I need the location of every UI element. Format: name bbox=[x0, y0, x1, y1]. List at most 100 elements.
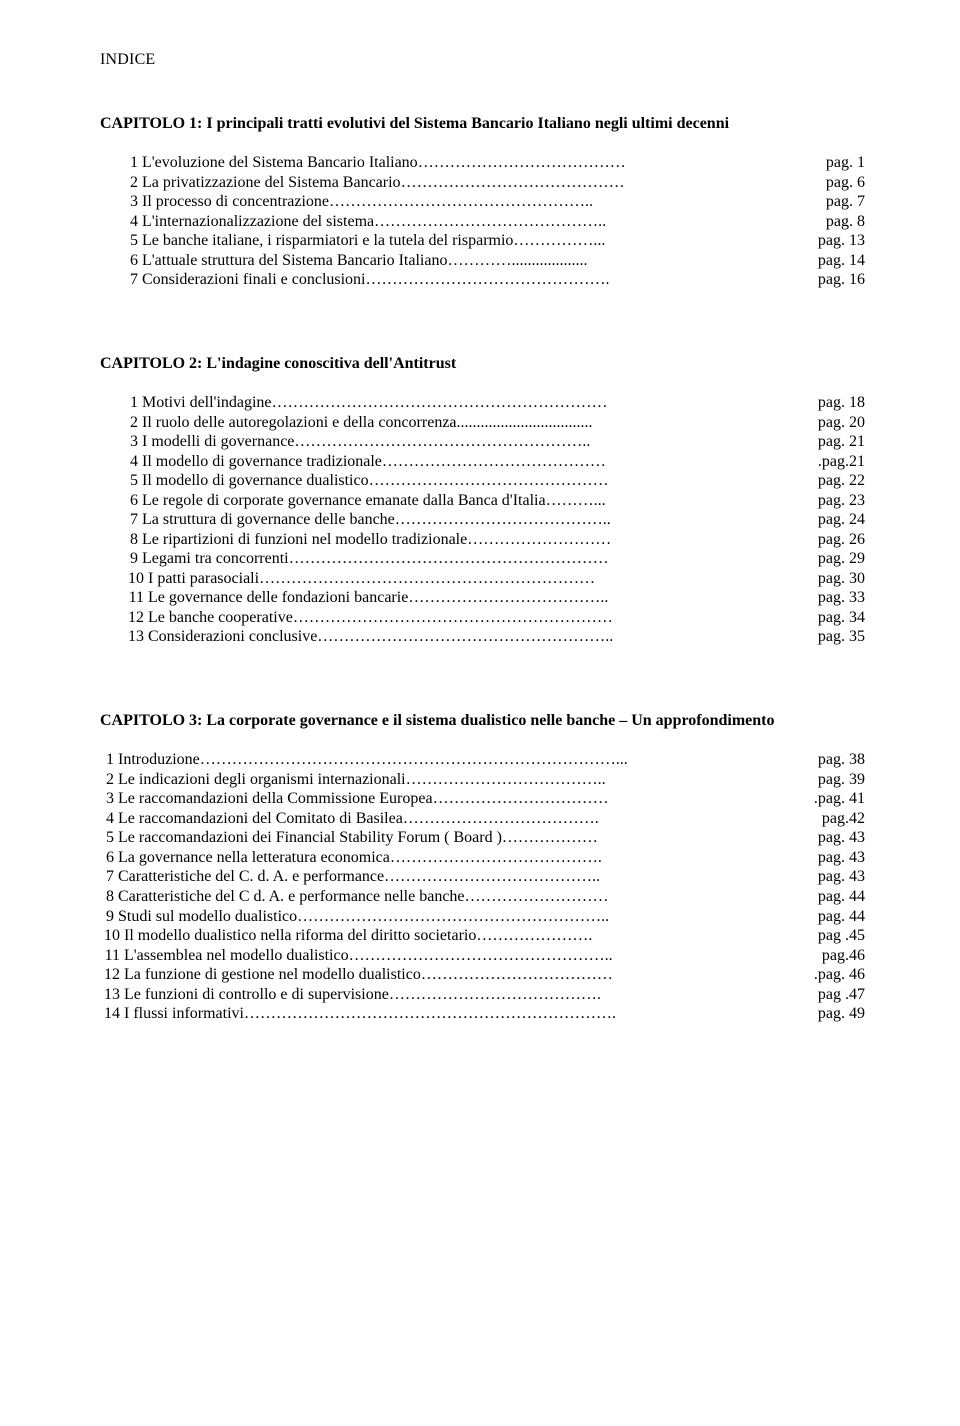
toc-item-page: pag. 39 bbox=[818, 770, 865, 790]
toc-leader: ……………… bbox=[502, 828, 818, 848]
toc-item-page: pag. 34 bbox=[818, 608, 865, 628]
toc-item-number: 7 bbox=[120, 510, 138, 530]
toc-item-number: 6 bbox=[100, 848, 114, 868]
toc-item: 11 L'assemblea nel modello dualistico ……… bbox=[100, 946, 865, 966]
toc-item: 1 Introduzione …………………………………………………………………… bbox=[100, 750, 865, 770]
toc-leader: …………………………………………………… bbox=[293, 608, 818, 628]
toc-item-number: 3 bbox=[120, 192, 138, 212]
toc-leader: …………………………………………………… bbox=[289, 549, 818, 569]
toc-item: 9 Legami tra concorrenti ………………………………………… bbox=[100, 549, 865, 569]
toc-leader: ………... bbox=[546, 491, 818, 511]
toc-item-page: pag. 43 bbox=[818, 828, 865, 848]
toc-item: 7 Caratteristiche del C. d. A. e perform… bbox=[100, 867, 865, 887]
toc-item-text: Caratteristiche del C. d. A. e performan… bbox=[118, 867, 384, 887]
toc-item-page: pag. 44 bbox=[818, 887, 865, 907]
toc-item: 3 Le raccomandazioni della Commissione E… bbox=[100, 789, 865, 809]
toc-item-text: Le banche cooperative bbox=[148, 608, 293, 628]
toc-leader: ………………………………………….. bbox=[329, 192, 826, 212]
toc-item-text: Studi sul modello dualistico bbox=[118, 907, 297, 927]
toc-item-text: Le regole di corporate governance emanat… bbox=[142, 491, 546, 511]
toc-item: 7 La struttura di governance delle banch… bbox=[100, 510, 865, 530]
toc-item: 4 Le raccomandazioni del Comitato di Bas… bbox=[100, 809, 865, 829]
toc-item-text: Le raccomandazioni della Commissione Eur… bbox=[118, 789, 433, 809]
toc-item-text: I patti parasociali bbox=[148, 569, 259, 589]
toc-item: 13 Considerazioni conclusive ……………………………… bbox=[100, 627, 865, 647]
toc-item-number: 14 bbox=[100, 1004, 120, 1024]
toc-leader: …………................... bbox=[447, 251, 817, 271]
toc-item-page: pag .47 bbox=[818, 985, 865, 1005]
toc-item-page: pag. 43 bbox=[818, 848, 865, 868]
toc-item-number: 11 bbox=[100, 946, 120, 966]
toc-item-page: pag. 14 bbox=[818, 251, 865, 271]
toc-leader: ……………………………….. bbox=[406, 770, 818, 790]
toc-item-page: pag. 26 bbox=[818, 530, 865, 550]
toc-item-page: .pag. 41 bbox=[814, 789, 865, 809]
toc-item-number: 13 bbox=[100, 985, 120, 1005]
toc-item-text: Motivi dell'indagine bbox=[142, 393, 272, 413]
toc-item-text: Il ruolo delle autoregolazioni e della c… bbox=[142, 413, 457, 433]
toc-item-page: pag.42 bbox=[822, 809, 865, 829]
toc-item: 3 I modelli di governance ……………………………………… bbox=[100, 432, 865, 452]
toc-item: 14 I flussi informativi …………………………………………… bbox=[100, 1004, 865, 1024]
toc-item-page: pag. 44 bbox=[818, 907, 865, 927]
toc-item-number: 2 bbox=[100, 770, 114, 790]
toc-item-number: 2 bbox=[120, 413, 138, 433]
toc-item-text: Caratteristiche del C d. A. e performanc… bbox=[118, 887, 465, 907]
toc-item-number: 9 bbox=[100, 907, 114, 927]
toc-item-number: 11 bbox=[120, 588, 144, 608]
toc-leader: ……………………………… bbox=[421, 965, 814, 985]
toc-item-number: 4 bbox=[120, 212, 138, 232]
toc-leader: ……………………………………………….. bbox=[317, 627, 818, 647]
toc-leader: ……………………………….. bbox=[408, 588, 818, 608]
toc-item-text: L'internazionalizzazione del sistema bbox=[142, 212, 374, 232]
toc-item-text: Le raccomandazioni del Comitato di Basil… bbox=[118, 809, 403, 829]
toc-item: 3 Il processo di concentrazione ……………………… bbox=[100, 192, 865, 212]
toc-item: 4 L'internazionalizzazione del sistema …… bbox=[100, 212, 865, 232]
toc-item-page: pag. 29 bbox=[818, 549, 865, 569]
toc-item-text: Le indicazioni degli organismi internazi… bbox=[118, 770, 406, 790]
toc-item-page: pag .45 bbox=[818, 926, 865, 946]
page-title: INDICE bbox=[100, 50, 865, 70]
toc-item-number: 7 bbox=[120, 270, 138, 290]
toc-leader: ……………... bbox=[513, 231, 817, 251]
toc-item-page: pag. 24 bbox=[818, 510, 865, 530]
toc-item: 12 Le banche cooperative ………………………………………… bbox=[100, 608, 865, 628]
toc-item-text: Le governance delle fondazioni bancarie bbox=[148, 588, 408, 608]
toc-item-page: pag. 49 bbox=[818, 1004, 865, 1024]
toc-item-page: pag. 30 bbox=[818, 569, 865, 589]
toc-leader: ………………………………… bbox=[418, 153, 826, 173]
toc-item-text: Le funzioni di controllo e di supervisio… bbox=[124, 985, 389, 1005]
chapter-2-heading: CAPITOLO 2: L'indagine conoscitiva dell'… bbox=[100, 354, 865, 374]
toc-item: 11 Le governance delle fondazioni bancar… bbox=[100, 588, 865, 608]
toc-item-page: pag. 1 bbox=[826, 153, 865, 173]
toc-item-text: Considerazioni conclusive bbox=[148, 627, 317, 647]
toc-item: 6 Le regole di corporate governance eman… bbox=[100, 491, 865, 511]
toc-item-text: Considerazioni finali e conclusioni bbox=[142, 270, 366, 290]
toc-item-number: 3 bbox=[120, 432, 138, 452]
toc-item-page: pag. 22 bbox=[818, 471, 865, 491]
toc-item: 10 I patti parasociali ……………………………………………… bbox=[100, 569, 865, 589]
toc-item-page: pag. 35 bbox=[818, 627, 865, 647]
toc-leader: ………………………………….. bbox=[384, 867, 818, 887]
toc-item-text: Il modello di governance dualistico bbox=[142, 471, 369, 491]
toc-leader: ………………………………. bbox=[403, 809, 822, 829]
toc-item-text: Le ripartizioni di funzioni nel modello … bbox=[142, 530, 467, 550]
toc-item-page: pag. 23 bbox=[818, 491, 865, 511]
toc-leader: ……………………………………………………… bbox=[272, 393, 818, 413]
toc-item-text: L'assemblea nel modello dualistico bbox=[124, 946, 349, 966]
toc-leader: .................................. bbox=[457, 413, 818, 433]
toc-item: 5 Le raccomandazioni dei Financial Stabi… bbox=[100, 828, 865, 848]
toc-leader: ……………………… bbox=[467, 530, 818, 550]
toc-item-page: pag. 6 bbox=[826, 173, 865, 193]
toc-leader: …………………………………….. bbox=[374, 212, 826, 232]
toc-item-page: pag. 43 bbox=[818, 867, 865, 887]
toc-leader: ……………………………………………………………. bbox=[244, 1004, 818, 1024]
toc-leader: ……………………………………………….. bbox=[294, 432, 818, 452]
toc-item-page: pag. 16 bbox=[818, 270, 865, 290]
toc-item-text: Il modello dualistico nella riforma del … bbox=[124, 926, 476, 946]
toc-item: 4 Il modello di governance tradizionale … bbox=[100, 452, 865, 472]
toc-item-page: .pag.21 bbox=[818, 452, 865, 472]
toc-item: 6 La governance nella letteratura econom… bbox=[100, 848, 865, 868]
toc-item-text: Introduzione bbox=[118, 750, 200, 770]
toc-item-page: .pag. 46 bbox=[814, 965, 865, 985]
